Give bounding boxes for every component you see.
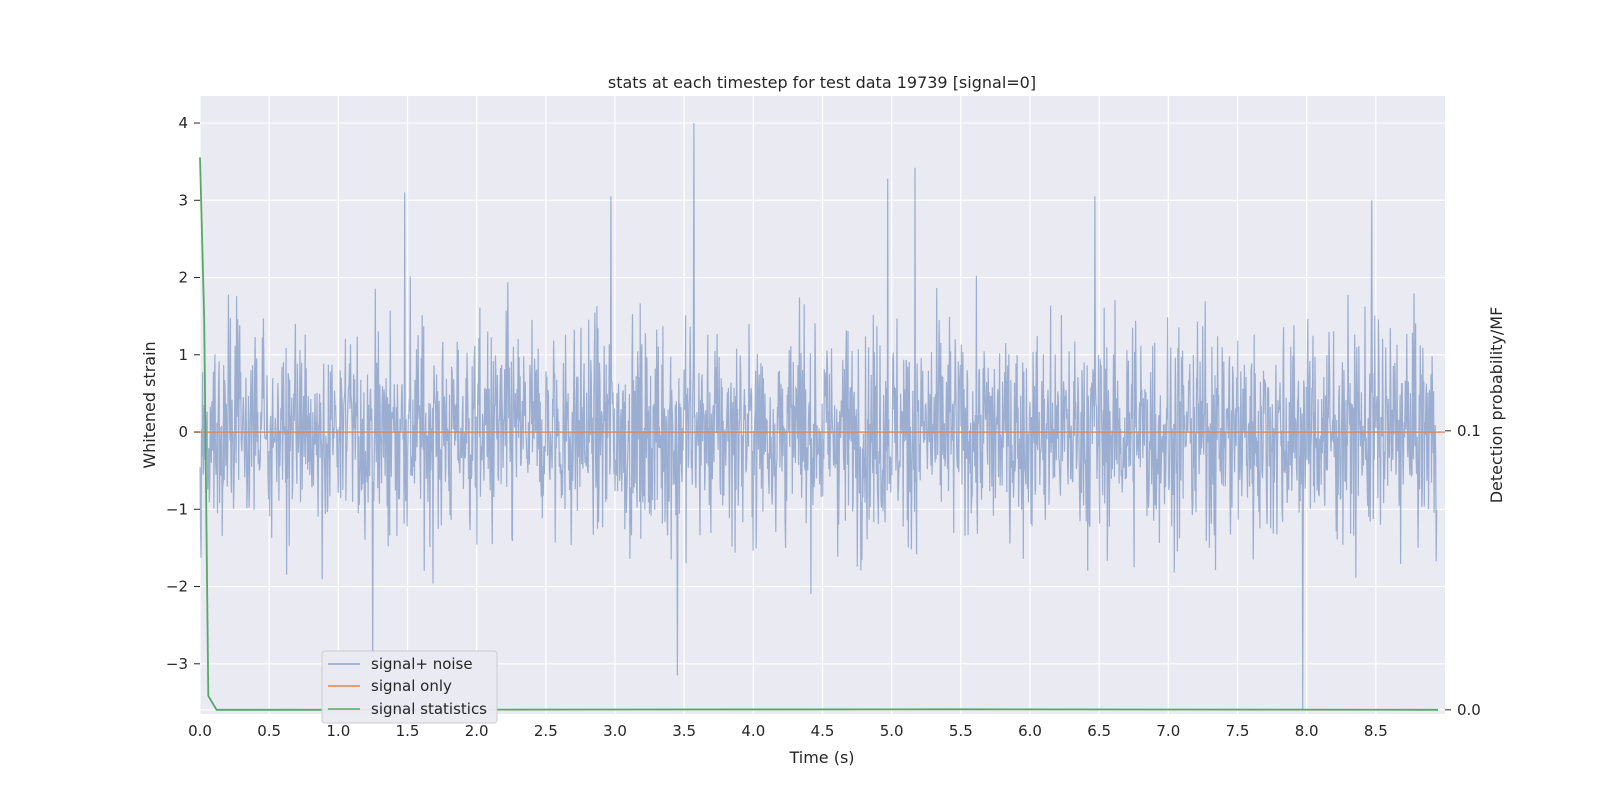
legend-label-signal: signal only: [371, 677, 452, 695]
x-tick-label: 4.0: [741, 722, 765, 740]
x-tick-label: 6.0: [1018, 722, 1042, 740]
x-tick-label: 1.0: [326, 722, 350, 740]
y-axis-label: Whitened strain: [140, 341, 159, 468]
x-tick-label: 7.0: [1156, 722, 1180, 740]
x-tick-label: 1.5: [396, 722, 420, 740]
x-tick-label: 4.5: [811, 722, 835, 740]
axis-ticks: 0.0 0.5 1.0 1.5 2.0 2.5 3.0 3.5 4.0 4.5 5.0 5.5 6.0 6…: [166, 114, 1481, 740]
series-signal-noise: [199, 122, 1438, 711]
chart-title: stats at each timestep for test data 197…: [608, 73, 1036, 92]
noise-line: [199, 122, 1438, 711]
x-tick-label: 2.5: [534, 722, 558, 740]
x-tick-label: 6.5: [1087, 722, 1111, 740]
x-tick-label: 0.5: [257, 722, 281, 740]
x-tick-label: 2.0: [465, 722, 489, 740]
y-tick-label: −2: [166, 578, 188, 596]
y2-axis-label: Detection probability/MF: [1487, 307, 1506, 504]
x-tick-label: 3.5: [672, 722, 696, 740]
y-tick-label: 0: [178, 423, 188, 441]
y-tick-label: 4: [178, 114, 188, 132]
x-tick-label: 5.0: [880, 722, 904, 740]
x-tick-label: 8.0: [1295, 722, 1319, 740]
x-tick-label: 3.0: [603, 722, 627, 740]
y2-tick-label: 0.1: [1457, 422, 1481, 440]
y-tick-label: −1: [166, 500, 188, 518]
legend-box: [321, 650, 498, 724]
legend-label-noise: signal+ noise: [371, 655, 473, 673]
x-tick-label: 5.5: [949, 722, 973, 740]
x-axis-label: Time (s): [788, 748, 854, 767]
y-tick-label: 1: [178, 346, 188, 364]
y-tick-label: −3: [166, 655, 188, 673]
legend-label-stats: signal statistics: [371, 700, 487, 718]
y-tick-label: 3: [178, 191, 188, 209]
series-signal-statistics: [199, 157, 1439, 711]
x-tick-label: 7.5: [1226, 722, 1250, 740]
x-tick-label: 0.0: [188, 722, 212, 740]
y2-tick-label: 0.0: [1457, 701, 1481, 719]
legend: signal+ noise signal only signal statist…: [321, 650, 498, 724]
statistics-line: [199, 157, 1439, 711]
x-tick-label: 8.5: [1364, 722, 1388, 740]
y-tick-label: 2: [178, 269, 188, 287]
